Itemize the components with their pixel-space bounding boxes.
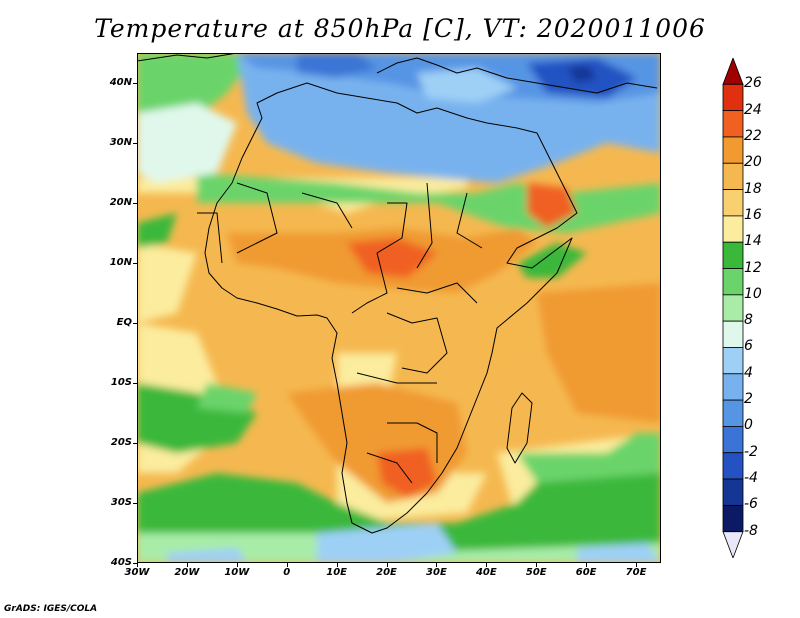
- colorbar-segment: [722, 162, 744, 190]
- lon-tick-label: 0: [283, 567, 291, 578]
- coastlines: [137, 53, 658, 534]
- lat-tick-label: 20N: [109, 197, 132, 208]
- lat-tick-label: 30N: [109, 137, 132, 148]
- lon-tick: [336, 563, 338, 567]
- lon-tick: [137, 563, 138, 567]
- lon-tick-label: 20E: [376, 567, 397, 578]
- lat-tick-label: 40N: [109, 77, 132, 88]
- lat-tick-label: 30S: [110, 497, 132, 508]
- temperature-map: [137, 53, 661, 563]
- colorbar-level-label: 20: [744, 154, 762, 171]
- lat-tick: [133, 83, 137, 84]
- colorbar-level-label: 12: [744, 259, 762, 276]
- lon-tick: [636, 563, 638, 567]
- lon-tick: [536, 563, 538, 567]
- colorbar-segment: [722, 241, 744, 269]
- lat-tick-label: 10N: [109, 257, 132, 268]
- colorbar-level-label: 10: [744, 285, 762, 302]
- colorbar-level-label: -6: [744, 496, 758, 513]
- colorbar-segment: [722, 504, 744, 533]
- colorbar-segment: [722, 426, 744, 454]
- lat-tick: [133, 563, 137, 564]
- lon-tick-label: 60E: [575, 567, 597, 578]
- lat-tick-label: 10S: [110, 377, 132, 388]
- colorbar-level-label: 22: [744, 127, 762, 144]
- lat-tick-label: 20S: [110, 437, 132, 448]
- lon-tick-label: 10W: [224, 567, 250, 578]
- lat-tick-label: EQ: [116, 317, 132, 328]
- colorbar-segment: [722, 320, 744, 348]
- lat-tick-label: 40S: [110, 557, 132, 568]
- lon-tick-label: 10E: [326, 567, 347, 578]
- lon-tick: [186, 563, 188, 567]
- colorbar-level-label: -2: [744, 443, 758, 460]
- lon-tick-label: 50E: [525, 567, 547, 578]
- lon-tick: [386, 563, 388, 567]
- colorbar-segment: [722, 347, 744, 375]
- colorbar-level-label: 4: [744, 364, 753, 381]
- lon-tick-label: 70E: [625, 567, 647, 578]
- colorbar-level-label: 8: [744, 312, 753, 329]
- colorbar-level-label: 6: [744, 338, 753, 355]
- colorbar-segment: [722, 136, 744, 164]
- colorbar-segment: [722, 189, 744, 217]
- lon-tick-label: 30W: [124, 567, 150, 578]
- lat-tick: [133, 503, 137, 504]
- colorbar-segment: [722, 83, 744, 112]
- colorbar-level-label: 26: [744, 75, 762, 92]
- colorbar-level-label: 24: [744, 101, 762, 118]
- chart-title: Temperature at 850hPa [C], VT: 202001100…: [94, 14, 706, 43]
- lat-tick: [133, 203, 137, 204]
- colorbar-level-label: -8: [744, 522, 758, 539]
- lat-tick: [133, 383, 137, 384]
- colorbar-segment: [722, 452, 744, 480]
- colorbar-segment: [722, 478, 744, 506]
- colorbar-segment: [722, 373, 744, 401]
- lon-tick: [486, 563, 488, 567]
- colorbar-level-label: 14: [744, 233, 762, 250]
- lat-tick: [133, 443, 137, 444]
- colorbar-level-label: 16: [744, 206, 762, 223]
- colorbar-segment: [722, 268, 744, 296]
- colorbar-segment: [722, 110, 744, 138]
- lon-tick-label: 40E: [475, 567, 497, 578]
- colorbar-level-label: 18: [744, 180, 762, 197]
- lat-tick: [133, 263, 137, 264]
- lon-tick-label: 20W: [174, 567, 200, 578]
- colorbar: [722, 58, 744, 558]
- lon-tick: [236, 563, 238, 567]
- colorbar-segment: [722, 294, 744, 322]
- lat-tick: [133, 323, 137, 324]
- lon-tick: [586, 563, 588, 567]
- colorbar-level-label: -4: [744, 470, 758, 487]
- colorbar-segment: [722, 215, 744, 243]
- colorbar-level-label: 0: [744, 417, 753, 434]
- colorbar-level-label: 2: [744, 391, 753, 408]
- lon-tick: [286, 563, 288, 567]
- lon-tick: [436, 563, 438, 567]
- field-atlantic-pale: [137, 178, 467, 323]
- colorbar-cap-top: [722, 58, 744, 85]
- colorbar-cap-bottom: [722, 531, 744, 558]
- lat-tick: [133, 143, 137, 144]
- credit-label: GrADS: IGES/COLA: [4, 604, 98, 614]
- lon-tick-label: 30E: [426, 567, 447, 578]
- colorbar-segment: [722, 399, 744, 427]
